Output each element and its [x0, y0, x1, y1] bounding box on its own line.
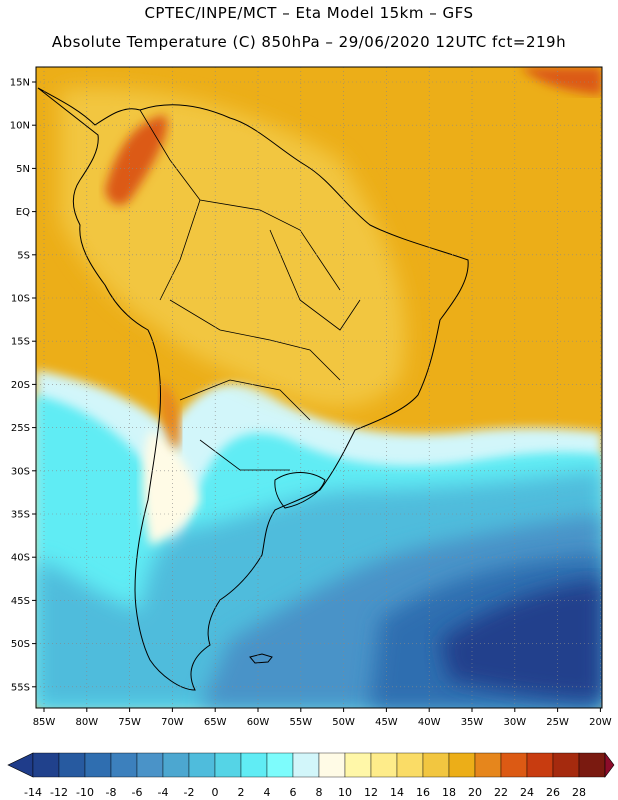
- colorbar-label: 20: [468, 786, 482, 799]
- lat-label: 15N: [10, 78, 30, 89]
- colorbar-segment: [448, 752, 476, 778]
- lon-label: 60W: [247, 717, 270, 728]
- latitude-labels: 15N 10N 5N EQ 5S 10S 15S 20S 25S 30S 35S 40S 45S 50S 5…: [10, 78, 36, 693]
- lat-label: 15S: [11, 337, 30, 348]
- field-hot-andes-south: [159, 380, 181, 450]
- lat-label: 55S: [11, 682, 30, 693]
- colorbar-segment: [214, 752, 242, 778]
- colorbar-segment: [84, 752, 112, 778]
- lat-lon-grid: [36, 67, 602, 708]
- colorbar-label: 4: [264, 786, 271, 799]
- colorbar-segment: [110, 752, 138, 778]
- lon-label: 45W: [375, 717, 398, 728]
- lat-label: 25S: [11, 423, 30, 434]
- colorbar-label: 12: [364, 786, 378, 799]
- colorbar-label: 14: [390, 786, 404, 799]
- colorbar-segment: [32, 752, 60, 778]
- lat-label: 5S: [17, 250, 30, 261]
- lat-label: 40S: [11, 553, 30, 564]
- falklands-outline: [249, 653, 273, 664]
- colorbar-segment: [578, 752, 606, 778]
- lat-label: 10S: [11, 294, 30, 305]
- colorbar-segment: [58, 752, 86, 778]
- colorbar-segment: [162, 752, 190, 778]
- lon-label: 35W: [461, 717, 484, 728]
- colorbar-segment: [526, 752, 554, 778]
- lon-label: 50W: [332, 717, 355, 728]
- colorbar-under-arrow: [7, 752, 34, 778]
- lon-label: 55W: [289, 717, 312, 728]
- colorbar-segment: [136, 752, 164, 778]
- lon-label: 30W: [503, 717, 526, 728]
- lat-label: 30S: [11, 466, 30, 477]
- field-hot-andes-north: [105, 115, 168, 206]
- lat-label: 10N: [10, 121, 30, 132]
- colorbar-label: 28: [572, 786, 586, 799]
- colorbar-label: 24: [520, 786, 534, 799]
- lat-label: 20S: [11, 380, 30, 391]
- colorbar-label: 2: [238, 786, 245, 799]
- lon-label: 25W: [546, 717, 569, 728]
- colorbar-label: 18: [442, 786, 456, 799]
- colorbar-label: 8: [316, 786, 323, 799]
- lat-label: 5N: [16, 164, 30, 175]
- colorbar-label: 16: [416, 786, 430, 799]
- colorbar-segment: [188, 752, 216, 778]
- lon-label: 40W: [418, 717, 441, 728]
- colorbar-label: 0: [212, 786, 219, 799]
- colorbar-segment: [266, 752, 294, 778]
- field-hot-northeast: [520, 67, 602, 95]
- colorbar-label: -6: [132, 786, 143, 799]
- longitude-labels: 85W 80W 75W 70W 65W 60W 55W 50W 45W 40W 35W 30W 25W 2…: [33, 708, 612, 728]
- colorbar-label: -2: [184, 786, 195, 799]
- lon-label: 75W: [118, 717, 141, 728]
- colorbar-segment: [552, 752, 580, 778]
- colorbar-label: 6: [290, 786, 297, 799]
- colorbar-label: -10: [76, 786, 94, 799]
- colorbar-segment: [240, 752, 268, 778]
- lat-label: EQ: [16, 207, 30, 218]
- south-america-outline: [37, 87, 469, 691]
- colorbar-segment: [422, 752, 450, 778]
- title-line-2: Absolute Temperature (C) 850hPa – 29/06/…: [51, 33, 567, 51]
- map-frame: [35, 66, 603, 709]
- lon-label: 70W: [161, 717, 184, 728]
- uruguay-outline: [274, 472, 326, 509]
- field-cream-band: [142, 430, 200, 545]
- title-line-1: CPTEC/INPE/MCT – Eta Model 15km – GFS: [144, 4, 474, 22]
- colorbar-label: -12: [50, 786, 68, 799]
- lat-label: 35S: [11, 510, 30, 521]
- lon-label: 80W: [75, 717, 98, 728]
- lon-label: 85W: [33, 717, 56, 728]
- colorbar-segment: [318, 752, 346, 778]
- lon-label: 20W: [589, 717, 612, 728]
- colorbar-label: 10: [338, 786, 352, 799]
- field-deep-cold-band: [440, 580, 602, 700]
- colorbar: -14 -12 -10 -8 -6 -4 -2 0 2 4 6 8 10 12 14 16 18 20 22 24 26…: [7, 752, 615, 799]
- lat-label: 45S: [11, 596, 30, 607]
- lon-label: 65W: [204, 717, 227, 728]
- colorbar-label: -4: [158, 786, 169, 799]
- temperature-field: [36, 67, 602, 708]
- colorbar-label: 22: [494, 786, 508, 799]
- colorbar-label: -14: [24, 786, 42, 799]
- colorbar-label: -8: [106, 786, 117, 799]
- colorbar-over-arrow: [604, 752, 615, 778]
- coastline-layer: [37, 87, 469, 691]
- colorbar-segment: [370, 752, 398, 778]
- colorbar-segment: [396, 752, 424, 778]
- colorbar-segment: [292, 752, 320, 778]
- colorbar-segment: [500, 752, 528, 778]
- colorbar-segment: [344, 752, 372, 778]
- lat-label: 50S: [11, 639, 30, 650]
- colorbar-label: 26: [546, 786, 560, 799]
- country-borders: [139, 109, 361, 471]
- colorbar-segment: [474, 752, 502, 778]
